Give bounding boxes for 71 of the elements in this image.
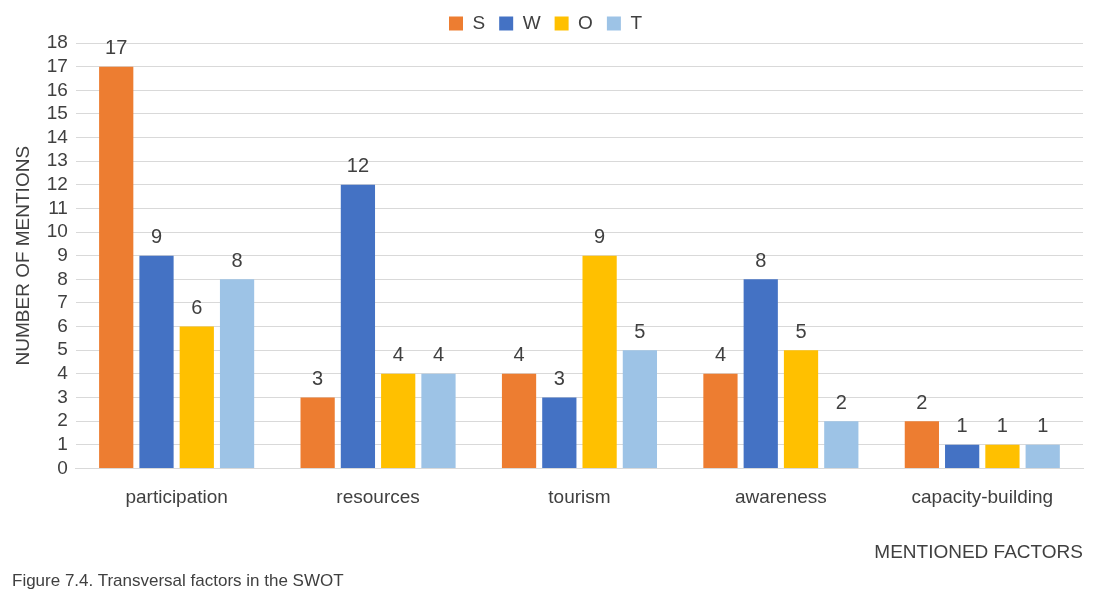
bar [743,279,778,468]
data-label: 4 [513,343,525,366]
bar [1025,444,1060,468]
data-label: 1 [1037,414,1049,437]
y-tick-label: 3 [57,385,68,407]
bar [300,397,335,468]
y-axis-title: NUMBER OF MENTIONS [11,145,33,366]
x-tick-label: tourism [548,486,611,508]
y-tick-label: 12 [46,173,68,195]
bar [904,421,939,468]
bar [99,66,134,468]
bar [542,397,577,468]
bar [139,255,174,468]
bar [179,326,214,468]
legend-label: O [578,11,593,33]
data-label: 3 [553,367,565,390]
data-label: 17 [105,36,128,59]
data-label: 1 [996,414,1008,437]
data-label: 2 [835,390,847,413]
y-tick-label: 11 [48,196,68,218]
x-tick-label: resources [336,486,420,508]
bar [381,373,416,468]
bar [501,373,537,468]
data-label: 9 [150,225,163,248]
bar [985,444,1020,468]
legend-label: W [522,11,541,33]
x-tick-label: participation [125,486,228,508]
bar [622,350,658,468]
bar [582,255,617,468]
y-tick-label: 2 [57,409,68,431]
y-tick-label: 17 [46,54,68,76]
y-tick-label: 5 [57,338,68,360]
bar [824,421,859,468]
data-label: 4 [714,343,727,366]
y-tick-label: 14 [46,125,69,147]
bar [421,373,456,468]
data-label: 4 [392,343,404,366]
y-tick-label: 16 [46,78,68,100]
data-label: 8 [231,248,243,271]
data-label: 4 [432,343,445,366]
y-tick-label: 8 [57,267,68,289]
bar [945,444,980,468]
data-label: 8 [755,248,767,271]
y-tick-label: 13 [46,149,68,171]
y-tick-label: 10 [46,220,68,242]
data-label: 5 [634,319,646,342]
x-axis-title: MENTIONED FACTORS [874,540,1083,562]
y-tick-label: 6 [57,314,68,336]
data-label: 5 [795,319,807,342]
bar [340,184,376,468]
x-tick-label: capacity-building [911,486,1054,508]
data-label: 12 [346,154,370,177]
y-tick-label: 0 [57,456,68,478]
legend-label: T [630,11,643,33]
legend-label: S [472,11,486,33]
y-tick-label: 7 [57,291,68,313]
x-tick-label: awareness [734,486,827,508]
y-tick-label: 18 [46,31,68,53]
y-tick-label: 9 [57,243,68,265]
y-tick-label: 4 [57,362,69,384]
data-label: 2 [916,390,928,413]
data-label: 3 [312,367,324,390]
bar [703,373,738,468]
y-tick-label: 15 [46,102,68,124]
y-tick-label: 1 [57,433,68,454]
bar [783,350,819,468]
caption: Figure 7.4. Transversal factors in the SWOT [12,571,344,591]
data-label: 9 [594,225,606,248]
data-label: 1 [956,414,968,437]
data-label: 6 [191,296,203,319]
bar [219,279,255,468]
